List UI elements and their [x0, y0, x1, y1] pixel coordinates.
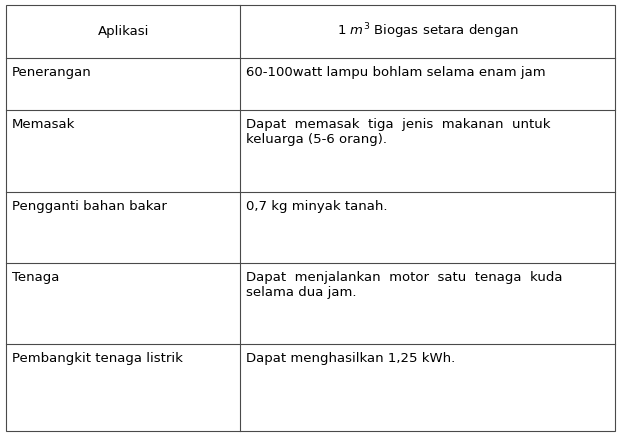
- Text: Dapat  memasak  tiga  jenis  makanan  untuk
keluarga (5-6 orang).: Dapat memasak tiga jenis makanan untuk k…: [247, 119, 551, 146]
- Text: Penerangan: Penerangan: [12, 66, 92, 79]
- Text: Pengganti bahan bakar: Pengganti bahan bakar: [12, 200, 167, 213]
- Text: Memasak: Memasak: [12, 119, 75, 132]
- Text: Tenaga: Tenaga: [12, 271, 60, 284]
- Text: 0,7 kg minyak tanah.: 0,7 kg minyak tanah.: [247, 200, 388, 213]
- Text: Aplikasi: Aplikasi: [97, 25, 149, 38]
- Text: Dapat  menjalankan  motor  satu  tenaga  kuda
selama dua jam.: Dapat menjalankan motor satu tenaga kuda…: [247, 271, 563, 299]
- Text: Dapat menghasilkan 1,25 kWh.: Dapat menghasilkan 1,25 kWh.: [247, 352, 456, 365]
- Text: 1 $m^3$ Biogas setara dengan: 1 $m^3$ Biogas setara dengan: [337, 21, 519, 41]
- Text: 60-100watt lampu bohlam selama enam jam: 60-100watt lampu bohlam selama enam jam: [247, 66, 546, 79]
- Text: Pembangkit tenaga listrik: Pembangkit tenaga listrik: [12, 352, 183, 365]
